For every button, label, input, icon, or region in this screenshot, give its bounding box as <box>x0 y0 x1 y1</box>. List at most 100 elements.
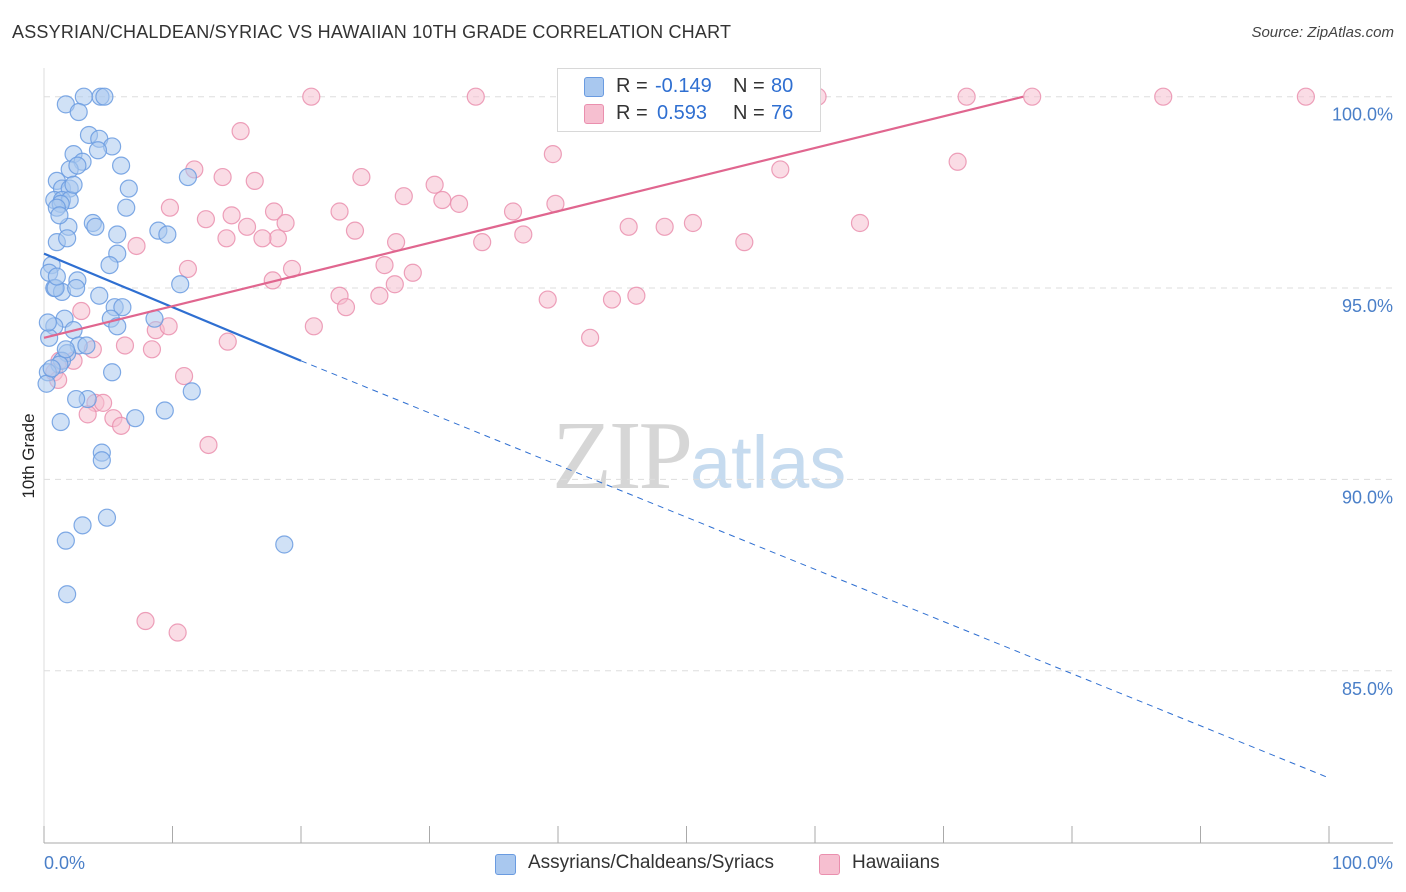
point-assyrians <box>100 255 119 275</box>
axes <box>43 68 1393 844</box>
point-hawaiians <box>159 317 178 336</box>
point-assyrians <box>64 175 83 194</box>
point-hawaiians <box>735 233 754 252</box>
point-hawaiians <box>538 290 557 309</box>
point-hawaiians <box>178 259 198 279</box>
point-assyrians <box>67 278 86 298</box>
point-hawaiians <box>268 229 287 248</box>
y-tick-labels: 85.0% 90.0% 95.0% 100.0% <box>1332 105 1393 699</box>
point-hawaiians <box>948 152 967 171</box>
legend-n-label: N = <box>733 102 771 124</box>
bottom-legend-swatch-hawaiians <box>819 854 840 875</box>
point-hawaiians <box>160 198 180 217</box>
point-hawaiians <box>330 202 349 221</box>
point-hawaiians <box>655 217 674 236</box>
point-assyrians <box>47 267 66 286</box>
point-assyrians <box>158 225 177 244</box>
bottom-legend-item-assyrians: Assyrians/Chaldeans/Syriacs <box>495 851 805 877</box>
point-hawaiians <box>370 286 389 305</box>
legend-row-hawaiians: R = 0.593 N = 76 <box>558 101 820 127</box>
point-hawaiians <box>213 167 232 187</box>
point-hawaiians <box>264 202 284 221</box>
point-hawaiians <box>1023 87 1042 106</box>
source-label: Source: ZipAtlas.com <box>1251 24 1394 41</box>
point-hawaiians <box>174 366 194 386</box>
point-assyrians <box>86 217 105 236</box>
legend-r-value: 0.593 <box>657 102 708 124</box>
point-hawaiians <box>94 393 113 412</box>
point-hawaiians <box>683 213 703 233</box>
watermark-atlas: atlas <box>690 421 847 504</box>
series-hawaiians <box>45 87 1315 642</box>
point-hawaiians <box>433 190 452 210</box>
legend-r-value: -0.149 <box>655 75 712 97</box>
point-assyrians <box>182 382 201 401</box>
point-assyrians <box>50 206 69 225</box>
point-hawaiians <box>619 217 638 236</box>
point-hawaiians <box>602 290 622 309</box>
legend: R = -0.149 N = 80 R = 0.593 N = 76 <box>557 68 821 132</box>
point-hawaiians <box>237 217 257 236</box>
point-assyrians <box>108 317 127 336</box>
point-assyrians <box>103 363 122 382</box>
point-assyrians <box>92 451 111 470</box>
point-hawaiians <box>425 175 444 194</box>
y-axis-title: 10th Grade <box>19 413 38 498</box>
point-hawaiians <box>111 416 131 435</box>
point-assyrians <box>74 87 93 106</box>
point-assyrians <box>56 340 75 359</box>
legend-n-value: 76 <box>771 102 794 124</box>
point-hawaiians <box>850 213 870 233</box>
point-hawaiians <box>1296 87 1315 106</box>
point-assyrians <box>40 328 59 347</box>
point-hawaiians <box>127 236 146 256</box>
point-hawaiians <box>302 87 321 106</box>
point-hawaiians <box>473 233 492 252</box>
point-hawaiians <box>168 623 187 642</box>
point-assyrians <box>90 286 109 305</box>
point-assyrians <box>126 409 145 428</box>
point-hawaiians <box>136 611 155 631</box>
trend-line-hawaiians <box>43 95 1024 339</box>
watermark: ZIPatlas <box>552 400 846 512</box>
legend-swatch-assyrians <box>584 77 604 97</box>
point-assyrians <box>111 156 131 175</box>
x-tick-label-min: 0.0% <box>44 853 85 873</box>
point-hawaiians <box>394 187 413 206</box>
point-hawaiians <box>222 206 241 225</box>
point-hawaiians <box>78 405 97 424</box>
point-assyrians <box>37 374 56 393</box>
point-assyrians <box>119 179 138 198</box>
point-hawaiians <box>403 263 422 282</box>
point-hawaiians <box>142 340 162 359</box>
chart-title: ASSYRIAN/CHALDEAN/SYRIAC VS HAWAIIAN 10T… <box>12 22 732 42</box>
point-hawaiians <box>957 87 976 106</box>
point-hawaiians <box>352 167 371 187</box>
point-hawaiians <box>466 87 485 106</box>
point-assyrians <box>171 275 190 294</box>
point-assyrians <box>56 531 75 550</box>
x-tick-label-max: 100.0% <box>1332 853 1393 873</box>
point-hawaiians <box>386 233 406 252</box>
point-assyrians <box>73 516 92 535</box>
bottom-legend-swatch-assyrians <box>495 854 516 875</box>
trend-line-assyrians-extrapolated <box>300 360 1330 779</box>
bottom-legend-item-hawaiians: Hawaiians <box>819 851 959 877</box>
y-tick-label: 85.0% <box>1342 679 1393 699</box>
point-assyrians <box>97 508 117 527</box>
point-assyrians <box>95 87 114 106</box>
point-hawaiians <box>336 298 356 317</box>
legend-r-label: R = <box>616 75 654 97</box>
series-assyrians <box>37 87 294 604</box>
point-assyrians <box>178 167 198 187</box>
point-hawaiians <box>543 145 562 164</box>
point-hawaiians <box>218 332 237 351</box>
point-hawaiians <box>304 317 323 336</box>
point-hawaiians <box>72 301 91 321</box>
point-assyrians <box>275 535 294 554</box>
point-assyrians <box>67 389 86 409</box>
point-hawaiians <box>1154 87 1173 106</box>
point-assyrians <box>58 585 77 604</box>
point-hawaiians <box>231 122 250 141</box>
